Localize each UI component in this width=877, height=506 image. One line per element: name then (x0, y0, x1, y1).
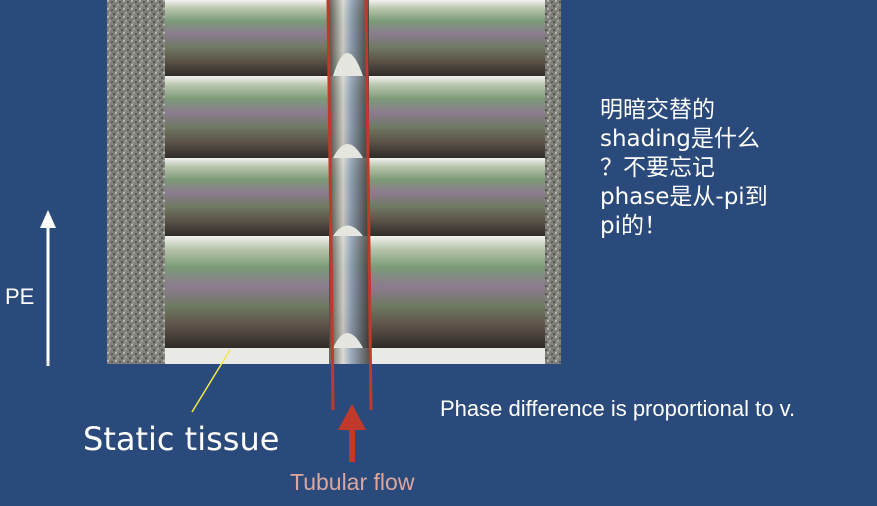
static-tissue-label: Static tissue (83, 420, 280, 458)
side-note: 明暗交替的 shading是什么 ？不要忘记 phase是从-pi到 pi的！ (600, 96, 840, 241)
side-note-line-3: ？不要忘记 (600, 155, 715, 181)
vessel-left-boundary-line (326, 0, 335, 411)
phase-contrast-image (107, 0, 561, 364)
pe-axis-label: PE (5, 284, 35, 309)
phase-difference-caption: Phase difference is proportional to v. (440, 396, 796, 421)
vessel-right-boundary-line (364, 0, 373, 411)
pe-arrow-icon (40, 210, 56, 366)
flow-region (329, 0, 369, 364)
side-note-line-1: 明暗交替的 (600, 97, 715, 123)
flow-arrow-icon (338, 404, 366, 462)
side-note-line-2: shading是什么 (600, 126, 760, 152)
side-note-line-5: pi的！ (600, 213, 667, 239)
static-tissue-pointer-line (191, 349, 231, 413)
tubular-flow-label: Tubular flow (290, 469, 415, 495)
side-note-line-4: phase是从-pi到 (600, 184, 768, 210)
